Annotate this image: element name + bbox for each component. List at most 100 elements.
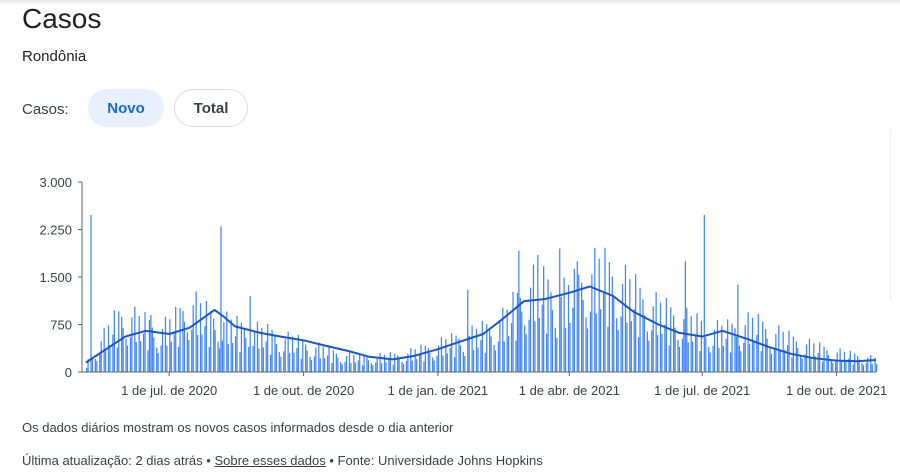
about-data-link[interactable]: Sobre esses dados xyxy=(214,453,326,468)
daily-bar xyxy=(315,347,317,372)
region-name: Rondônia xyxy=(22,48,87,65)
daily-bar xyxy=(116,347,118,372)
daily-bar xyxy=(556,337,558,372)
daily-bar xyxy=(296,348,298,372)
daily-bar xyxy=(458,338,460,372)
daily-bar xyxy=(414,349,416,372)
daily-bar xyxy=(876,364,878,372)
daily-bar xyxy=(643,315,646,372)
daily-bar xyxy=(164,316,167,372)
daily-bar xyxy=(213,318,215,372)
daily-bar xyxy=(840,361,843,372)
daily-bar xyxy=(748,343,751,372)
daily-bar xyxy=(670,307,672,372)
daily-bar xyxy=(775,333,777,372)
daily-bar xyxy=(153,337,155,372)
daily-bar xyxy=(867,357,869,372)
daily-bar xyxy=(341,364,343,372)
daily-bar xyxy=(405,360,408,372)
daily-bar xyxy=(795,341,797,372)
daily-bar xyxy=(451,333,453,372)
daily-bar xyxy=(183,321,186,372)
daily-bar xyxy=(274,335,276,372)
daily-bar xyxy=(147,350,149,372)
daily-bar xyxy=(516,292,519,372)
daily-bar xyxy=(854,353,856,372)
daily-bar xyxy=(740,351,742,372)
daily-bar xyxy=(243,328,245,372)
daily-bar xyxy=(109,344,111,372)
daily-bar xyxy=(366,357,368,372)
daily-bar xyxy=(370,363,372,372)
daily-bar xyxy=(810,356,812,372)
daily-bar xyxy=(678,346,681,372)
daily-bar xyxy=(616,318,618,372)
daily-bar xyxy=(468,335,470,372)
daily-bar xyxy=(367,360,370,372)
daily-bar xyxy=(801,358,803,372)
daily-bar xyxy=(744,325,746,372)
daily-bar xyxy=(305,344,307,372)
daily-bar xyxy=(199,303,202,372)
daily-bar xyxy=(578,274,580,372)
daily-bar xyxy=(637,337,640,372)
daily-bar xyxy=(440,337,443,372)
daily-bar xyxy=(464,355,466,372)
daily-bars xyxy=(86,214,878,372)
daily-bar xyxy=(361,365,364,372)
daily-bar xyxy=(502,307,504,372)
daily-bar xyxy=(248,347,250,372)
daily-bar xyxy=(848,358,850,372)
daily-bar xyxy=(554,327,556,372)
daily-bar xyxy=(700,321,703,372)
daily-bar xyxy=(388,359,390,372)
average-line xyxy=(85,285,877,364)
daily-bar xyxy=(353,355,355,372)
daily-bar xyxy=(550,292,552,372)
daily-bar xyxy=(433,360,435,372)
daily-bar xyxy=(383,354,386,372)
daily-bar xyxy=(86,367,88,372)
daily-bar xyxy=(655,291,657,372)
daily-bar xyxy=(709,352,711,372)
daily-bar xyxy=(843,351,846,372)
daily-bar xyxy=(673,315,675,372)
daily-bar xyxy=(201,334,203,372)
daily-bar xyxy=(827,354,830,372)
daily-bar xyxy=(734,328,736,372)
x-axis: 1 de jul. de 2020 1 de out. de 2020 1 de j… xyxy=(82,371,887,398)
daily-bar xyxy=(594,247,596,372)
daily-bar xyxy=(208,346,210,372)
daily-bar xyxy=(467,289,469,372)
daily-bar xyxy=(694,334,697,372)
daily-bar xyxy=(389,352,391,372)
x-tick-label: 1 de abr. de 2021 xyxy=(519,383,620,398)
daily-bar xyxy=(559,248,561,372)
daily-bar xyxy=(604,247,606,372)
daily-bar xyxy=(416,359,418,372)
daily-bar xyxy=(471,325,473,372)
daily-bar xyxy=(278,352,280,372)
daily-bar xyxy=(442,355,444,372)
daily-bar xyxy=(394,353,396,372)
total-cases-button[interactable]: Total xyxy=(174,89,248,127)
new-cases-button[interactable]: Novo xyxy=(88,89,164,127)
daily-bar xyxy=(113,310,115,372)
daily-bar xyxy=(814,356,816,372)
daily-bar xyxy=(722,346,724,372)
daily-bar xyxy=(870,355,872,372)
daily-bar xyxy=(223,322,225,372)
daily-bar xyxy=(161,329,164,372)
daily-bar xyxy=(835,359,837,372)
daily-bar xyxy=(160,345,162,372)
daily-bar xyxy=(563,277,565,372)
daily-bar xyxy=(385,362,387,372)
daily-bar xyxy=(175,306,177,372)
daily-bar xyxy=(518,250,520,372)
daily-bar xyxy=(306,350,308,372)
daily-bar xyxy=(716,320,719,372)
daily-bar xyxy=(267,323,269,372)
daily-bar xyxy=(819,342,821,372)
daily-bar xyxy=(234,336,237,372)
